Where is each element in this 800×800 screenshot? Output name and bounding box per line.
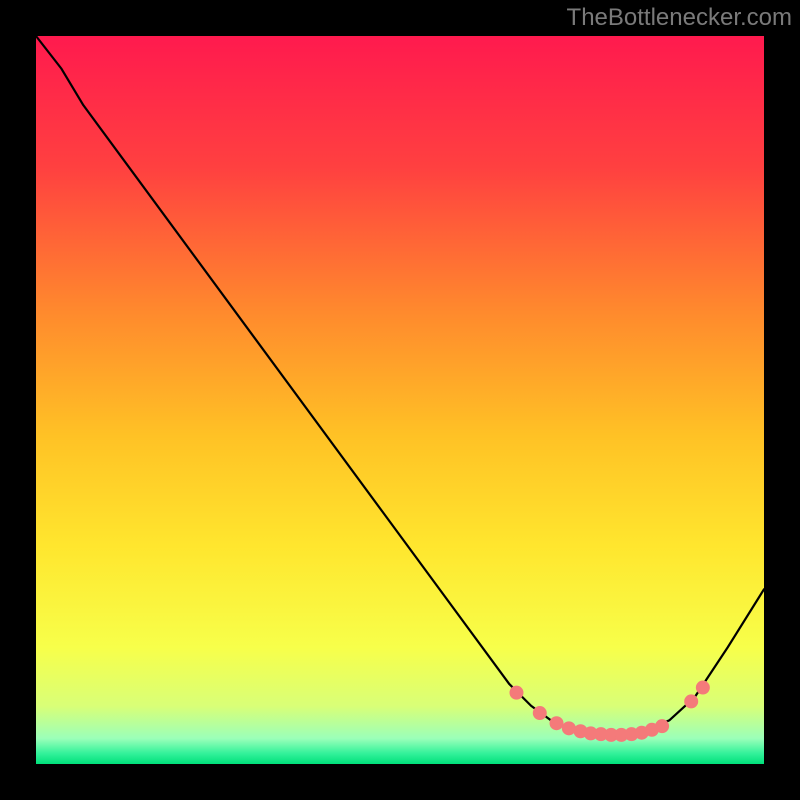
data-marker [656, 720, 669, 733]
bottleneck-curve [36, 36, 764, 735]
data-marker [510, 686, 523, 699]
chart-svg [36, 36, 764, 764]
data-marker [550, 717, 563, 730]
data-marker [533, 707, 546, 720]
data-marker [696, 681, 709, 694]
plot-area [36, 36, 764, 764]
data-marker [685, 695, 698, 708]
chart-stage: TheBottlenecker.com [0, 0, 800, 800]
data-marker [562, 722, 575, 735]
watermark-text: TheBottlenecker.com [567, 4, 792, 32]
